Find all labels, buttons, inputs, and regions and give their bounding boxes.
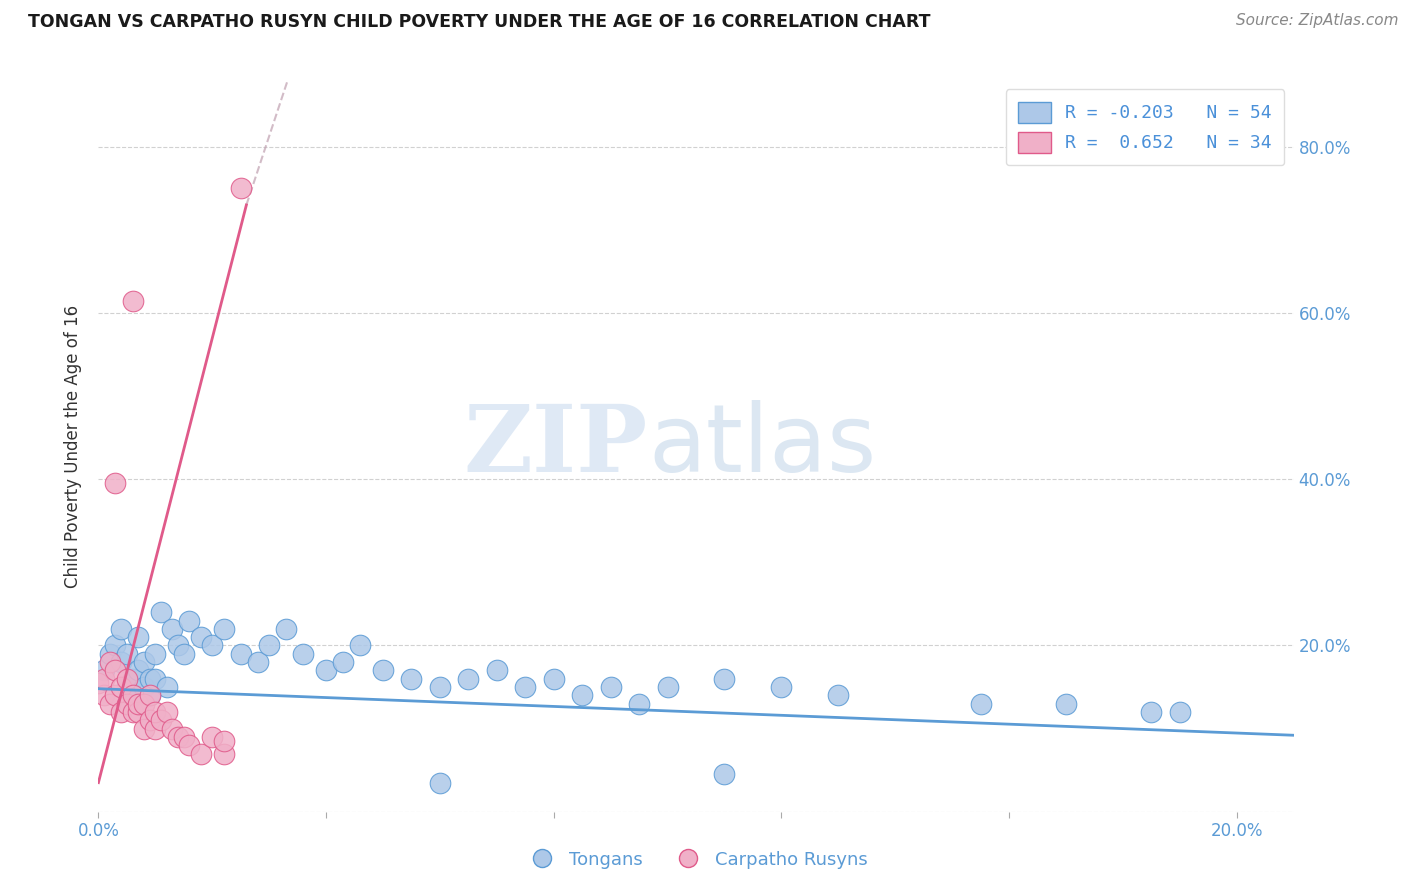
Point xyxy=(121,293,143,308)
Point xyxy=(110,622,132,636)
Point xyxy=(115,647,138,661)
Point xyxy=(127,664,149,678)
Point xyxy=(150,714,173,728)
Point xyxy=(332,655,354,669)
Point xyxy=(156,705,179,719)
Point xyxy=(167,639,190,653)
Point xyxy=(1054,697,1077,711)
Point xyxy=(1140,705,1163,719)
Point xyxy=(457,672,479,686)
Point xyxy=(713,767,735,781)
Point xyxy=(276,622,298,636)
Point xyxy=(115,697,138,711)
Point xyxy=(127,697,149,711)
Legend: Tongans, Carpatho Rusyns: Tongans, Carpatho Rusyns xyxy=(517,844,875,876)
Text: ZIP: ZIP xyxy=(464,401,648,491)
Point xyxy=(143,705,166,719)
Point xyxy=(138,672,160,686)
Point xyxy=(132,697,155,711)
Point xyxy=(138,689,160,703)
Point xyxy=(98,655,121,669)
Point xyxy=(98,647,121,661)
Point xyxy=(121,689,143,703)
Point xyxy=(104,689,127,703)
Point xyxy=(246,655,269,669)
Point xyxy=(212,747,235,761)
Point xyxy=(138,714,160,728)
Point xyxy=(93,664,115,678)
Point xyxy=(127,630,149,644)
Point xyxy=(132,680,155,694)
Point xyxy=(315,664,337,678)
Point xyxy=(93,689,115,703)
Point xyxy=(190,630,212,644)
Point xyxy=(429,775,451,789)
Point xyxy=(143,647,166,661)
Point xyxy=(657,680,679,694)
Point xyxy=(179,614,201,628)
Point xyxy=(969,697,991,711)
Point xyxy=(713,672,735,686)
Point xyxy=(110,655,132,669)
Text: TONGAN VS CARPATHO RUSYN CHILD POVERTY UNDER THE AGE OF 16 CORRELATION CHART: TONGAN VS CARPATHO RUSYN CHILD POVERTY U… xyxy=(28,13,931,31)
Point xyxy=(770,680,793,694)
Point xyxy=(150,605,173,619)
Point xyxy=(212,734,235,748)
Y-axis label: Child Poverty Under the Age of 16: Child Poverty Under the Age of 16 xyxy=(65,304,83,588)
Point xyxy=(179,738,201,752)
Point xyxy=(257,639,280,653)
Point xyxy=(87,676,110,690)
Point xyxy=(599,680,621,694)
Point xyxy=(173,730,195,744)
Point xyxy=(110,680,132,694)
Point xyxy=(371,664,394,678)
Point xyxy=(827,689,849,703)
Point xyxy=(132,722,155,736)
Point xyxy=(190,747,212,761)
Point xyxy=(173,647,195,661)
Point xyxy=(229,181,252,195)
Point xyxy=(292,647,315,661)
Point xyxy=(121,672,143,686)
Point xyxy=(138,689,160,703)
Point xyxy=(162,722,184,736)
Point xyxy=(229,647,252,661)
Text: Source: ZipAtlas.com: Source: ZipAtlas.com xyxy=(1236,13,1399,29)
Point xyxy=(485,664,508,678)
Point xyxy=(201,730,224,744)
Point xyxy=(1168,705,1191,719)
Point xyxy=(349,639,371,653)
Point xyxy=(98,697,121,711)
Point xyxy=(93,672,115,686)
Point xyxy=(110,705,132,719)
Point xyxy=(104,664,127,678)
Point xyxy=(571,689,593,703)
Point xyxy=(115,672,138,686)
Point xyxy=(543,672,565,686)
Point xyxy=(515,680,537,694)
Point xyxy=(401,672,423,686)
Point xyxy=(212,622,235,636)
Point xyxy=(167,730,190,744)
Point xyxy=(104,476,127,491)
Point xyxy=(127,705,149,719)
Point xyxy=(143,672,166,686)
Point xyxy=(132,655,155,669)
Point xyxy=(156,680,179,694)
Point xyxy=(628,697,651,711)
Text: atlas: atlas xyxy=(648,400,876,492)
Point xyxy=(121,705,143,719)
Point xyxy=(121,689,143,703)
Point xyxy=(104,639,127,653)
Point xyxy=(115,680,138,694)
Point xyxy=(201,639,224,653)
Point xyxy=(143,722,166,736)
Point xyxy=(429,680,451,694)
Point xyxy=(162,622,184,636)
